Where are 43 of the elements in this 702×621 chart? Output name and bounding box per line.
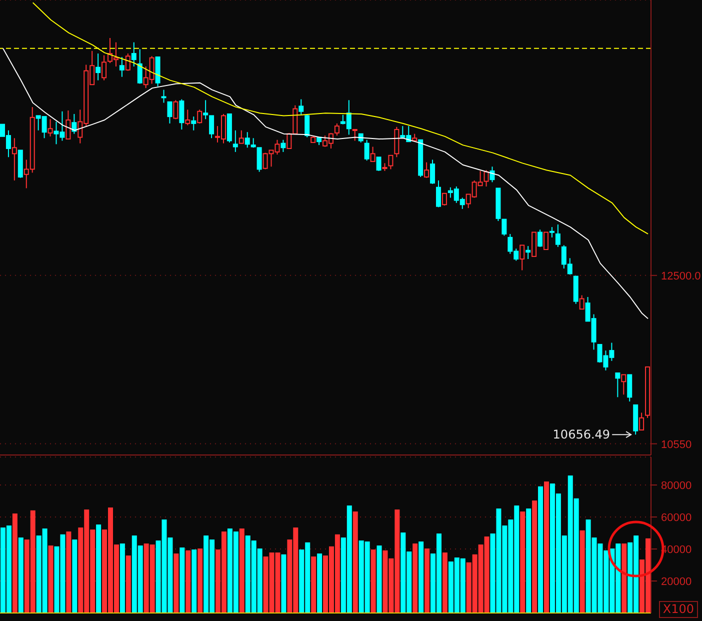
candlestick xyxy=(12,138,17,181)
bar xyxy=(544,481,549,613)
text: X100 xyxy=(658,601,698,618)
bar xyxy=(12,513,18,613)
bar xyxy=(424,548,430,613)
bar xyxy=(317,553,322,613)
bar xyxy=(412,544,418,613)
bar xyxy=(526,508,532,613)
bar xyxy=(66,532,72,613)
bar xyxy=(180,548,185,613)
line-series xyxy=(2,48,649,320)
candlestick xyxy=(96,53,101,81)
bar xyxy=(126,556,131,613)
bar xyxy=(281,554,286,613)
bar xyxy=(376,545,382,613)
bar xyxy=(418,541,424,613)
bar xyxy=(538,486,544,613)
bar xyxy=(198,548,203,613)
candlestick xyxy=(191,116,196,131)
y-tick-label: 60000 xyxy=(661,512,692,524)
bar xyxy=(442,552,448,613)
bar xyxy=(370,549,376,613)
candlestick xyxy=(526,246,531,260)
bar xyxy=(580,530,585,613)
bar xyxy=(520,512,526,613)
bar xyxy=(174,553,179,613)
y-tick-label: 10550 xyxy=(661,438,692,451)
bar xyxy=(311,556,316,613)
y-tick-label: 80000 xyxy=(661,480,692,492)
bar xyxy=(352,512,358,613)
y-tick-label: 20000 xyxy=(661,576,692,588)
y-tick-label: 12500.0 xyxy=(661,270,701,282)
bar xyxy=(72,540,78,613)
bar xyxy=(622,544,627,613)
bar xyxy=(239,528,244,613)
annotation: 10656.49 xyxy=(552,428,610,442)
bar xyxy=(48,545,54,613)
bar xyxy=(96,524,102,613)
bar xyxy=(192,549,197,613)
bar xyxy=(18,537,24,613)
bar xyxy=(532,500,538,613)
bar xyxy=(186,550,191,613)
bar xyxy=(120,544,125,613)
